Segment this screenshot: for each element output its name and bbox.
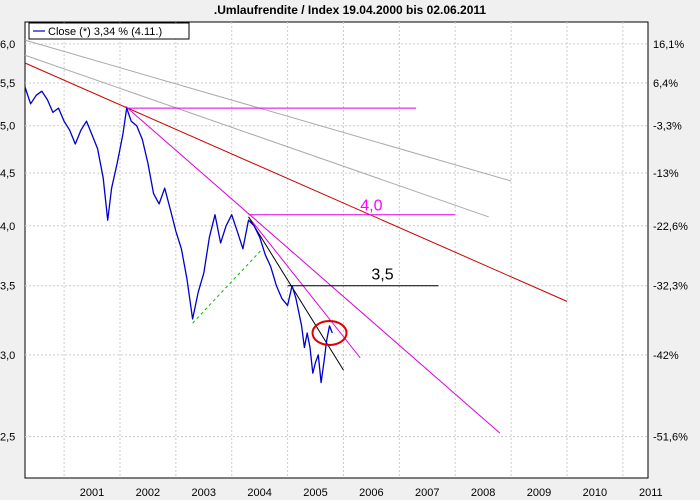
trendline-magenta-main [125,105,501,434]
trendline-gray-lower [24,54,489,218]
y-tick-label-left: 4,0 [0,221,15,233]
plot-area [24,21,649,479]
y-tick-label-right: -3,3% [653,121,682,133]
x-tick-label: 2001 [80,487,104,499]
y-tick-label-left: 5,5 [0,78,15,90]
y-tick-label-left: 2,5 [0,432,15,444]
y-tick-label-left: 5,0 [0,121,15,133]
y-tick-label-left: 6,0 [0,39,15,51]
y-tick-label-right: -42% [653,350,679,362]
y-tick-label-right: -32,3% [653,281,688,293]
legend-label: Close (*) 3,34 % (4.11.) [48,26,162,38]
y-tick-label-right: -13% [653,168,679,180]
y-tick-label-right: -51,6% [653,432,688,444]
trend-lines [24,39,568,434]
tick-labels: 2001 2002 2003 2004 2005 2006 2007 2008 2009 2010… [0,39,688,499]
series-line [24,86,333,384]
x-tick-label: 2007 [415,487,439,499]
y-tick-label-right: 16,1% [653,39,684,51]
x-tick-label: 2004 [247,487,271,499]
y-tick-label-left: 4,5 [0,168,15,180]
series-group [24,86,333,384]
trendline-red [24,62,568,302]
x-tick-label: 2011 [639,487,663,499]
x-tick-label: 2009 [527,487,551,499]
trendline-gray-upper [24,39,512,182]
y-tick-label-right: -22,6% [653,221,688,233]
x-tick-label: 2010 [583,487,607,499]
y-tick-label-left: 3,5 [0,281,15,293]
trendline-magenta-short [248,216,361,359]
y-tick-label-left: 3,0 [0,350,15,362]
annotations: 4,0 3,5 [311,198,394,346]
trendline-green [192,248,263,324]
legend: Close (*) 3,34 % (4.11.) [28,22,190,40]
x-tick-label: 2003 [192,487,216,499]
x-tick-label: 2008 [471,487,495,499]
legend-box [28,22,190,40]
chart-title: .Umlaufrendite / Index 19.04.2000 bis 02… [214,3,486,17]
x-tick-label: 2005 [303,487,327,499]
x-tick-label: 2006 [359,487,383,499]
annotation-4-0: 4,0 [360,198,382,215]
grid-lines [25,22,648,478]
highlight-circle [311,319,348,346]
y-tick-label-right: 6,4% [653,78,678,90]
annotation-3-5: 3,5 [371,267,393,284]
x-tick-label: 2002 [136,487,160,499]
